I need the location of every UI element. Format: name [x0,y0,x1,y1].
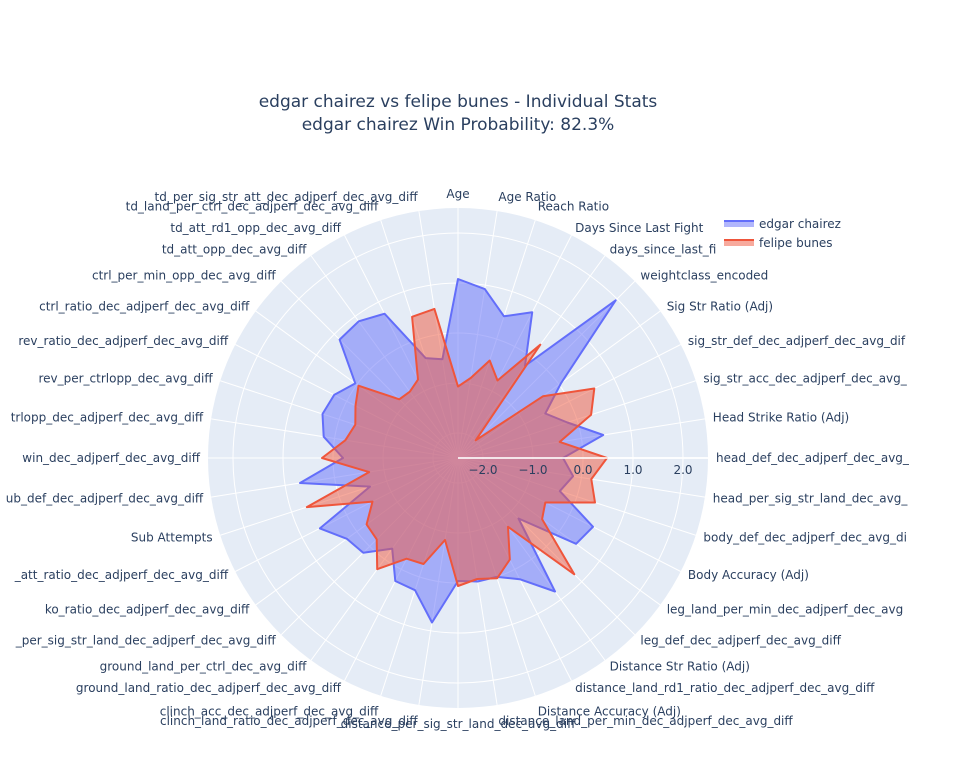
legend-label: felipe bunes [759,235,833,250]
angular-axis-label: Days Since Last Fight [575,221,704,235]
angular-axis-label: _att_ratio_dec_adjperf_dec_avg_diff [14,568,229,582]
radial-tick-label: 1.0 [623,463,642,477]
angular-axis-label: weightclass_encoded [640,269,768,283]
legend: edgar chairez felipe bunes [724,214,841,252]
angular-axis-label: ub_def_dec_adjperf_dec_avg_diff [6,491,204,505]
radar-trace-felipe-bunes[interactable] [305,307,608,587]
radial-tick-label: −2.0 [468,463,497,477]
angular-axis-label: clinch_land_ratio_dec_adjperf_dec_avg_di… [160,714,418,728]
angular-axis-label: ctrl_per_min_opp_dec_avg_diff [92,269,276,283]
angular-axis-label: Distance Str Ratio (Adj) [610,660,750,674]
angular-axis-label: head_def_dec_adjperf_dec_avg_ [716,451,910,465]
angular-axis-label: ground_land_per_ctrl_dec_avg_diff [100,660,307,674]
angular-axis-label: ground_land_ratio_dec_adjperf_dec_avg_di… [76,681,342,695]
angular-axis-label: Age Ratio [498,190,556,204]
angular-axis-label: distance_land_per_min_dec_adjperf_dec_av… [498,714,793,728]
angular-axis-label: trlopp_dec_adjperf_dec_avg_diff [11,411,204,425]
angular-axis-label: _per_sig_str_land_dec_adjperf_dec_avg_di… [15,633,277,647]
angular-axis-label: leg_def_dec_adjperf_dec_avg_diff [640,633,841,647]
angular-axis-label: Head Strike Ratio (Adj) [713,411,849,425]
legend-label: edgar chairez [759,216,841,231]
angular-axis-label: Sub Attempts [131,531,213,545]
radar-traces[interactable] [299,278,617,624]
radial-tick-label: 2.0 [673,463,692,477]
angular-axis-label: days_since_last_fi [610,242,717,256]
angular-axis-label: head_per_sig_str_land_dec_avg_ [713,491,909,505]
chart-title: edgar chairez vs felipe bunes - Individu… [258,92,658,112]
angular-axis-label: rev_ratio_dec_adjperf_dec_avg_diff [18,334,229,348]
angular-axis-label: clinch_acc_dec_adjperf_dec_avg_diff [160,704,379,718]
angular-axis-label: td_land_per_ctrl_dec_adjperf_dec_avg_dif… [126,200,379,214]
chart-subtitle-win-probability: edgar chairez Win Probability: 82.3% [301,115,615,135]
angular-axis-label: Distance Accuracy (Adj) [538,704,681,718]
radial-tick-label: −1.0 [518,463,547,477]
radial-tick-label: 0.0 [573,463,592,477]
angular-axis-label: ko_ratio_dec_adjperf_dec_avg_diff [45,603,250,617]
legend-item-edgar-chairez[interactable]: edgar chairez [724,214,841,233]
angular-axis-label: Body Accuracy (Adj) [688,568,809,582]
angular-axis-label: td_att_opp_dec_avg_diff [162,242,307,256]
angular-axis-label: leg_land_per_min_dec_adjperf_dec_avg [667,603,904,617]
angular-axis-label: body_def_dec_adjperf_dec_avg_di [703,531,907,545]
angular-axis-label: Sig Str Ratio (Adj) [667,299,773,313]
angular-axis-label: distance_land_rd1_ratio_dec_adjperf_dec_… [575,681,875,695]
angular-axis-label: sig_str_def_dec_adjperf_dec_avg_dif [688,334,906,348]
radial-axis: −2.0 −1.0 0.0 1.0 2.0 [458,457,708,477]
legend-swatch-red-icon [724,239,754,246]
angular-axis-label: sig_str_acc_dec_adjperf_dec_avg_ [703,371,907,385]
angular-axis-label: td_per_sig_str_att_dec_adjperf_dec_avg_d… [155,190,419,204]
angular-axis-label: win_dec_adjperf_dec_avg_diff [22,451,200,465]
angular-axis-label: distance_per_sig_str_land_dec_avg_diff [341,717,576,731]
angular-axis-label: td_att_rd1_opp_dec_avg_diff [170,221,341,235]
angular-axis-label: Age [446,187,469,201]
legend-swatch-blue-icon [724,220,754,227]
angular-axis-label: Reach Ratio [538,200,609,214]
legend-item-felipe-bunes[interactable]: felipe bunes [724,233,841,252]
angular-axis-label: rev_per_ctrlopp_dec_avg_diff [38,371,213,385]
angular-axis-label: ctrl_ratio_dec_adjperf_dec_avg_diff [39,299,250,313]
